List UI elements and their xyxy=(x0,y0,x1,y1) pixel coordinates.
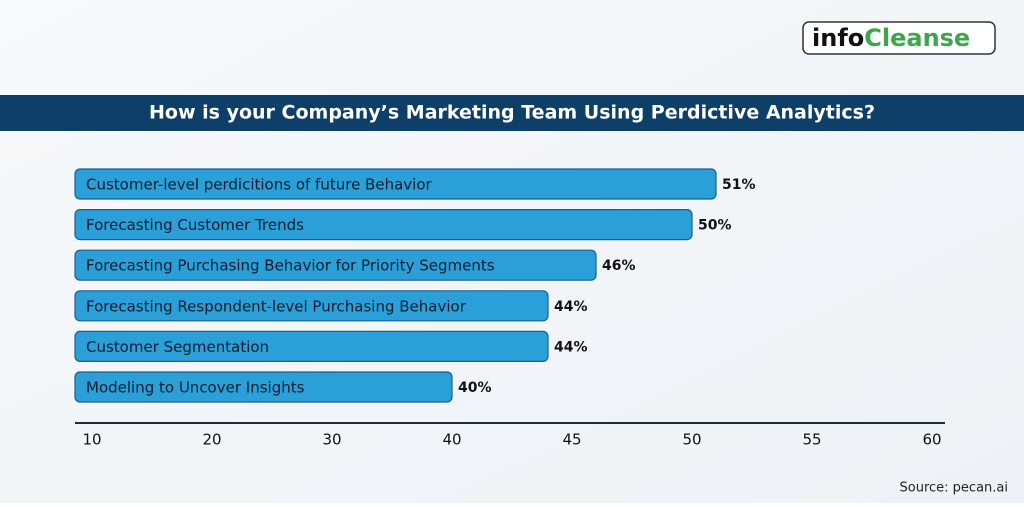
bar xyxy=(74,330,549,362)
value-label: 46% xyxy=(602,258,636,274)
bar-label: Customer-level perdicitions of future Be… xyxy=(86,176,432,194)
bar-label: Forecasting Purchasing Behavior for Prio… xyxy=(86,257,495,275)
title-band xyxy=(0,95,1024,131)
bar xyxy=(74,290,549,322)
bar xyxy=(74,209,693,241)
logo: infoCleanse xyxy=(812,24,970,52)
x-tick-label: 30 xyxy=(322,431,341,449)
bar-label: Forecasting Respondent-level Purchasing … xyxy=(86,297,467,315)
value-label: 50% xyxy=(698,218,732,234)
bar-label: Customer Segmentation xyxy=(86,338,269,356)
x-tick-label: 20 xyxy=(202,431,221,449)
x-tick-label: 55 xyxy=(802,431,821,449)
logo-second: Cleanse xyxy=(864,24,970,52)
x-tick-label: 40 xyxy=(442,431,461,449)
bar xyxy=(74,249,597,281)
logo-first: info xyxy=(812,24,864,52)
x-tick-label: 45 xyxy=(562,431,581,449)
bar-label: Modeling to Uncover Insights xyxy=(86,379,305,397)
bar-label: Forecasting Customer Trends xyxy=(86,216,304,234)
x-tick-label: 60 xyxy=(922,431,941,449)
bar xyxy=(74,168,717,200)
value-label: 44% xyxy=(554,299,588,315)
x-tick-label: 10 xyxy=(82,431,101,449)
logo-box xyxy=(802,21,996,55)
x-tick-label: 50 xyxy=(682,431,701,449)
bar xyxy=(74,371,453,403)
value-label: 40% xyxy=(458,380,492,396)
chart-title: How is your Company’s Marketing Team Usi… xyxy=(149,102,875,124)
source: Source: pecan.ai xyxy=(900,481,1008,496)
value-label: 51% xyxy=(722,177,756,193)
value-label: 44% xyxy=(554,339,588,355)
